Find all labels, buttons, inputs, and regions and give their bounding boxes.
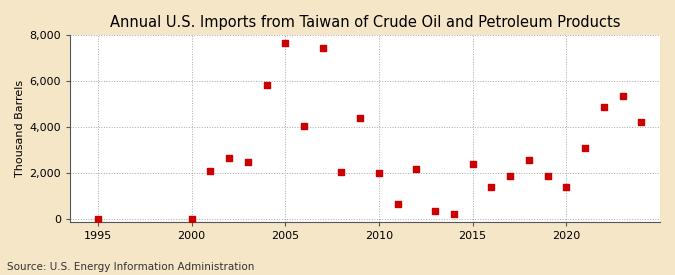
Point bbox=[617, 94, 628, 98]
Point bbox=[92, 217, 103, 222]
Point bbox=[580, 146, 591, 150]
Point bbox=[467, 162, 478, 166]
Title: Annual U.S. Imports from Taiwan of Crude Oil and Petroleum Products: Annual U.S. Imports from Taiwan of Crude… bbox=[109, 15, 620, 30]
Text: Source: U.S. Energy Information Administration: Source: U.S. Energy Information Administ… bbox=[7, 262, 254, 272]
Point bbox=[298, 124, 309, 128]
Point bbox=[242, 160, 253, 164]
Point bbox=[486, 185, 497, 189]
Point bbox=[355, 116, 366, 120]
Point bbox=[223, 156, 234, 161]
Point bbox=[505, 174, 516, 178]
Point bbox=[205, 169, 216, 173]
Point bbox=[280, 41, 291, 46]
Point bbox=[373, 171, 384, 176]
Point bbox=[392, 202, 403, 207]
Point bbox=[430, 209, 441, 214]
Point bbox=[411, 167, 422, 171]
Point bbox=[186, 217, 197, 222]
Point bbox=[636, 119, 647, 124]
Point bbox=[261, 82, 272, 87]
Point bbox=[336, 170, 347, 174]
Point bbox=[561, 185, 572, 189]
Point bbox=[448, 211, 459, 216]
Point bbox=[542, 174, 553, 178]
Point bbox=[523, 157, 534, 162]
Point bbox=[317, 46, 328, 50]
Y-axis label: Thousand Barrels: Thousand Barrels bbox=[15, 80, 25, 177]
Point bbox=[599, 104, 610, 109]
